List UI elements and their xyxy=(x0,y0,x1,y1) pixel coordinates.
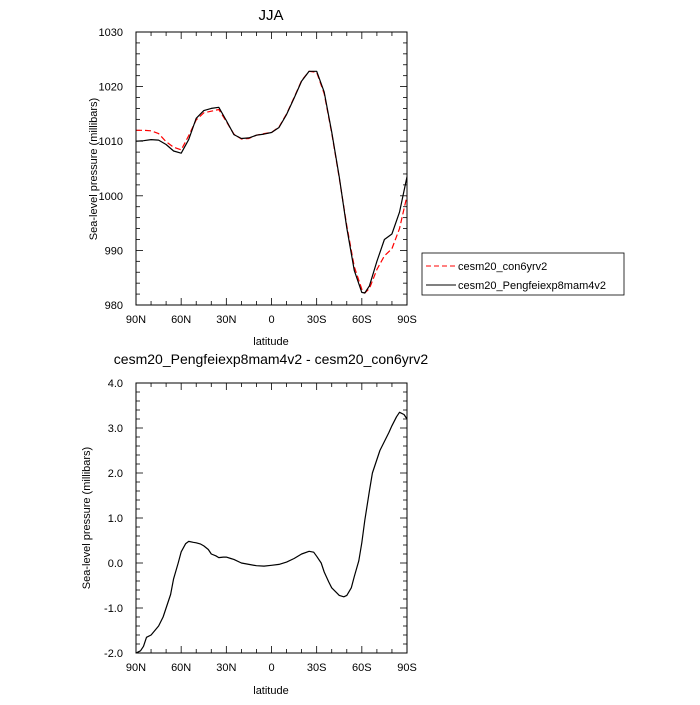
top-plot-frame xyxy=(135,31,408,306)
x-tick-label: 60S xyxy=(352,662,372,674)
top-series-line-1 xyxy=(136,70,408,294)
bottom-chart-ylabel: Sea-level pressure (millibars) xyxy=(81,447,93,589)
x-tick-label: 30N xyxy=(216,662,236,674)
y-tick-label: -1.0 xyxy=(104,603,123,615)
x-tick-label: 30S xyxy=(307,662,327,674)
x-tick-label: 90S xyxy=(397,662,417,674)
bottom-chart-xlabel: latitude xyxy=(253,685,288,697)
x-tick-label: 90N xyxy=(126,662,146,674)
y-tick-label: 0.0 xyxy=(108,558,123,570)
bottom-series-line-1 xyxy=(135,411,408,654)
legend-entry-label-series-1: cesm20_con6yrv2 xyxy=(458,261,547,273)
top-chart-xlabel: latitude xyxy=(253,336,288,348)
bottom-chart-title: cesm20_Pengfeiexp8mam4v2 - cesm20_con6yr… xyxy=(114,351,429,367)
y-tick-label: 1030 xyxy=(99,27,123,39)
x-tick-label: 30S xyxy=(307,314,327,326)
x-tick-label: 60S xyxy=(352,314,372,326)
top-series-line-2 xyxy=(135,70,408,294)
x-tick-label: 60N xyxy=(171,314,191,326)
top-chart-title: JJA xyxy=(258,7,283,24)
y-tick-label: 1000 xyxy=(99,191,123,203)
x-tick-label: 60N xyxy=(171,662,191,674)
legend-entry-label-series-2: cesm20_Pengfeiexp8mam4v2 xyxy=(458,280,606,292)
bottom-plot-frame xyxy=(135,382,408,654)
x-tick-label: 0 xyxy=(268,662,274,674)
y-tick-label: 4.0 xyxy=(108,378,123,390)
y-tick-label: 1020 xyxy=(99,82,123,94)
y-tick-label: -2.0 xyxy=(104,648,123,660)
legend-box xyxy=(421,252,625,296)
x-tick-label: 0 xyxy=(268,314,274,326)
x-tick-label: 90S xyxy=(397,314,417,326)
x-tick-label: 30N xyxy=(216,314,236,326)
bottom-panel: cesm20_Pengfeiexp8mam4v2 - cesm20_con6yr… xyxy=(81,351,428,697)
x-tick-label: 90N xyxy=(126,314,146,326)
top-chart-ylabel: Sea-level pressure (millibars) xyxy=(88,98,100,240)
y-tick-label: 1010 xyxy=(99,136,123,148)
y-tick-label: 990 xyxy=(105,245,123,257)
y-tick-label: 3.0 xyxy=(108,423,123,435)
y-tick-label: 980 xyxy=(105,300,123,312)
legend: cesm20_con6yrv2 cesm20_Pengfeiexp8mam4v2 xyxy=(421,252,625,296)
top-panel: JJA Sea-level pressure (millibars) latit… xyxy=(88,7,417,348)
y-tick-label: 2.0 xyxy=(108,468,123,480)
y-tick-label: 1.0 xyxy=(108,513,123,525)
